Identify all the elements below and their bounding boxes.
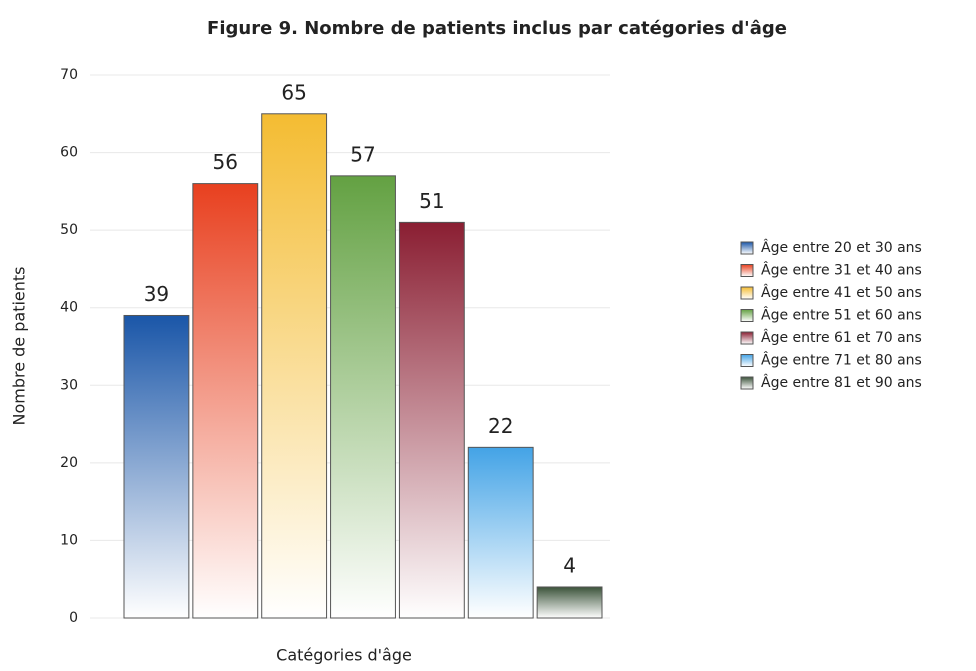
bar: [192, 183, 259, 619]
legend-swatch: [740, 331, 754, 345]
bar: [261, 113, 328, 619]
bar: [330, 175, 396, 619]
bar: [123, 314, 190, 619]
y-tick-label: 20: [60, 455, 78, 471]
legend-text: Âge entre 41 et 50 ans: [761, 283, 922, 301]
value-label: 39: [144, 282, 169, 306]
y-tick-label: 0: [69, 610, 78, 626]
y-axis-label: Nombre de patients: [10, 266, 29, 425]
bar: [536, 586, 603, 619]
y-tick-label: 40: [60, 300, 78, 316]
legend-swatch: [740, 264, 754, 277]
legend-text: Âge entre 20 et 30 ans: [761, 238, 922, 256]
y-tick-label: 50: [60, 222, 78, 238]
value-label: 57: [350, 142, 375, 166]
value-label: 51: [419, 189, 444, 213]
bar: [398, 221, 465, 619]
legend-text: Âge entre 71 et 80 ans: [761, 351, 922, 369]
y-tick-label: 60: [60, 145, 78, 161]
legend-text: Âge entre 61 et 70 ans: [761, 328, 922, 346]
legend-swatch: [740, 309, 754, 322]
chart-title: Figure 9. Nombre de patients inclus par …: [207, 18, 787, 39]
legend-swatch: [740, 286, 754, 300]
bar: [467, 446, 534, 619]
legend-swatch: [740, 354, 754, 367]
legend-text: Âge entre 31 et 40 ans: [761, 261, 922, 279]
value-label: 56: [213, 150, 238, 174]
value-label: 4: [563, 553, 576, 577]
y-tick-label: 30: [60, 377, 78, 393]
legend-text: Âge entre 81 et 90 ans: [761, 373, 922, 391]
y-tick-label: 10: [60, 532, 78, 548]
legend-swatch: [740, 241, 754, 255]
value-label: 65: [281, 80, 306, 104]
value-label: 22: [488, 414, 513, 438]
x-axis-label: Catégories d'âge: [276, 646, 412, 665]
y-tick-label: 70: [60, 67, 78, 83]
legend-swatch: [740, 376, 754, 390]
legend-text: Âge entre 51 et 60 ans: [761, 306, 922, 324]
